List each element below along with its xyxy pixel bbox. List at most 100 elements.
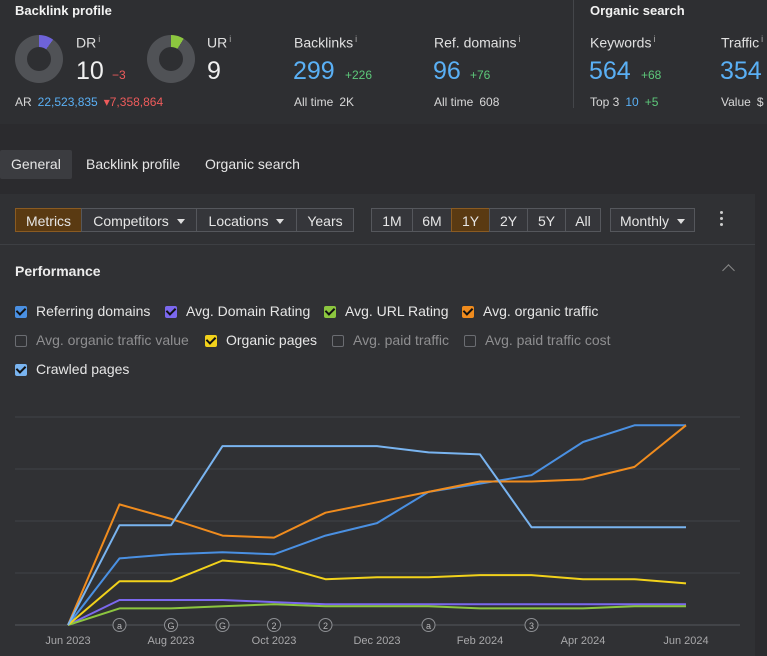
checkbox-icon[interactable]: [15, 306, 27, 318]
annotation-marker: [421, 618, 436, 632]
backlinks-value[interactable]: 299: [293, 57, 335, 85]
dr-donut-chart: [15, 35, 63, 83]
ref-domains-value[interactable]: 96: [433, 57, 461, 85]
keywords-label[interactable]: Keywords i: [590, 34, 656, 51]
traffic-label[interactable]: Traffic i: [721, 34, 764, 51]
tab-organic-search[interactable]: Organic search: [205, 156, 300, 172]
checkbox-icon[interactable]: [15, 364, 27, 376]
annotation-marker: [524, 618, 539, 632]
toggle-crawled-pages[interactable]: Crawled pages: [15, 361, 129, 379]
chevron-down-icon: [276, 219, 285, 224]
range-2y-button[interactable]: 2Y: [489, 208, 528, 232]
tabs-band: [0, 124, 767, 194]
years-button[interactable]: Years: [296, 208, 354, 232]
backlinks-delta: +226: [345, 68, 373, 82]
competitors-dropdown[interactable]: Competitors: [81, 208, 197, 232]
chevron-down-icon: [677, 219, 686, 224]
series-line-referring-domains: [67, 424, 686, 626]
info-icon[interactable]: i: [229, 34, 232, 44]
series-line-avg-domain-rating: [67, 599, 686, 626]
toggle-avg-organic-traffic[interactable]: Avg. organic traffic: [462, 303, 598, 321]
toggle-avg-paid-traffic-cost[interactable]: Avg. paid traffic cost: [464, 332, 611, 350]
ur-value[interactable]: 9: [207, 57, 221, 85]
series-line-crawled-pages: [67, 445, 686, 626]
ar-value[interactable]: 22,523,835: [37, 95, 98, 109]
info-icon[interactable]: i: [518, 34, 521, 44]
toggle-label: Organic pages: [226, 332, 318, 348]
checkbox-icon[interactable]: [324, 306, 336, 318]
dr-delta: −3: [112, 68, 126, 82]
annotation-marker: [318, 618, 333, 632]
checkbox-icon[interactable]: [464, 335, 476, 347]
locations-dropdown[interactable]: Locations: [196, 208, 297, 232]
x-tick-label: Apr 2024: [561, 635, 606, 647]
toggle-avg-paid-traffic[interactable]: Avg. paid traffic: [332, 332, 449, 350]
toggle-referring-domains[interactable]: Referring domains: [15, 303, 150, 321]
annotation-marker: [215, 618, 230, 632]
metrics-button[interactable]: Metrics: [15, 208, 82, 232]
ar-label: AR: [15, 95, 32, 109]
range-5y-button[interactable]: 5Y: [527, 208, 566, 232]
tab-backlink-profile[interactable]: Backlink profile: [86, 156, 181, 172]
annotation-label: 2: [323, 621, 328, 631]
ref-domains-all-time: All time 608: [434, 95, 500, 109]
range-all-button[interactable]: All: [565, 208, 601, 232]
ref-domains-delta: +76: [470, 68, 491, 82]
annotation-marker: [112, 618, 127, 632]
range-1m-button[interactable]: 1M: [371, 208, 413, 232]
annotation-marker: [267, 618, 281, 632]
annotation-marker: [164, 618, 178, 632]
ref-domains-label[interactable]: Ref. domains i: [434, 34, 521, 51]
ar-delta: ▾7,358,864: [103, 95, 164, 109]
info-icon[interactable]: i: [98, 34, 101, 44]
toggle-label: Avg. organic traffic value: [36, 332, 189, 348]
series-line-organic-pages: [67, 559, 687, 626]
annotation-label: G: [167, 621, 174, 631]
annotation-label: a: [426, 621, 431, 631]
annotation-label: 2: [271, 621, 276, 631]
x-tick-label: Dec 2023: [353, 635, 400, 647]
backlink-profile-title: Backlink profile: [15, 3, 112, 18]
keywords-top3: Top 3 10 +5: [590, 95, 659, 109]
series-line-avg-url-rating: [67, 603, 686, 626]
range-1y-button[interactable]: 1Y: [451, 208, 490, 232]
interval-dropdown[interactable]: Monthly: [610, 208, 695, 232]
checkbox-icon[interactable]: [462, 306, 474, 318]
checkbox-icon[interactable]: [15, 335, 27, 347]
checkbox-icon[interactable]: [165, 306, 177, 318]
chevron-down-icon: [176, 219, 185, 224]
backlinks-label[interactable]: Backlinks i: [294, 34, 358, 51]
toggle-label: Avg. organic traffic: [483, 303, 599, 319]
x-tick-label: Feb 2024: [457, 635, 503, 647]
toggle-avg-domain-rating[interactable]: Avg. Domain Rating: [165, 303, 310, 321]
toggle-label: Avg. paid traffic cost: [485, 332, 611, 348]
toggle-avg-organic-traffic-value[interactable]: Avg. organic traffic value: [15, 332, 189, 350]
checkbox-icon[interactable]: [332, 335, 344, 347]
toggle-label: Crawled pages: [36, 361, 130, 377]
more-options-icon[interactable]: [718, 211, 724, 229]
x-tick-label: Aug 2023: [147, 635, 194, 647]
scrollbar[interactable]: [755, 194, 767, 656]
annotation-label: a: [117, 621, 122, 631]
info-icon[interactable]: i: [761, 34, 764, 44]
toggle-avg-url-rating[interactable]: Avg. URL Rating: [324, 303, 449, 321]
traffic-value[interactable]: 354: [720, 57, 762, 85]
info-icon[interactable]: i: [653, 34, 656, 44]
performance-chart: Jun 2023 Aug 2023 Oct 2023 Dec 2023 Feb 2024…: [15, 416, 740, 647]
dr-label[interactable]: DR i: [76, 34, 101, 51]
info-icon[interactable]: i: [355, 34, 358, 44]
backlinks-all-time: All time 2K: [294, 95, 355, 109]
range-6m-button[interactable]: 6M: [412, 208, 452, 232]
toggle-label: Avg. paid traffic: [353, 332, 449, 348]
traffic-value-row: Value $: [721, 95, 764, 109]
dr-value[interactable]: 10: [76, 57, 104, 85]
keywords-value[interactable]: 564: [589, 57, 631, 85]
section-divider: [573, 0, 574, 108]
ur-label[interactable]: UR i: [207, 34, 232, 51]
toggle-label: Avg. URL Rating: [345, 303, 449, 319]
metrics-header: Backlink profile Organic search DR i 10 −…: [0, 0, 767, 124]
toggle-organic-pages[interactable]: Organic pages: [205, 332, 317, 350]
annotation-label: G: [219, 621, 226, 631]
tab-general[interactable]: General: [0, 150, 72, 179]
checkbox-icon[interactable]: [205, 335, 217, 347]
